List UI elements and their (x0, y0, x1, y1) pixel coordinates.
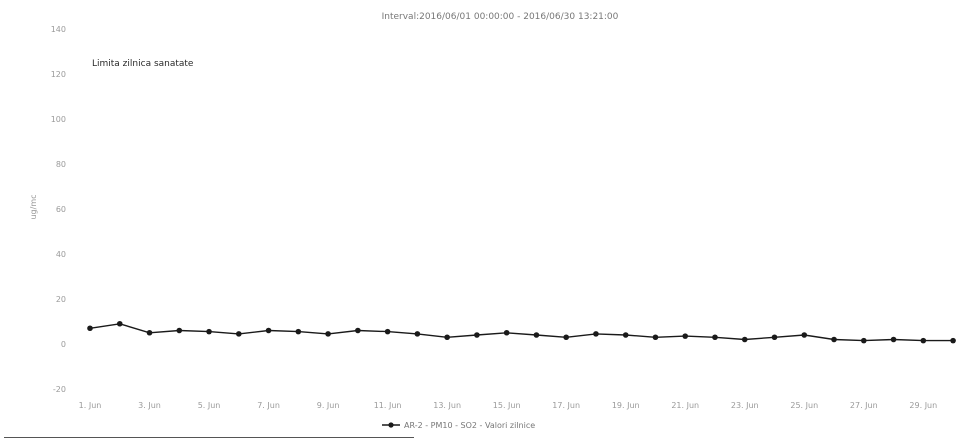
y-tick-label: 100 (51, 115, 66, 124)
x-tick-label: 19. Jun (612, 401, 640, 410)
data-point (831, 336, 837, 343)
data-point (593, 331, 599, 337)
data-point (950, 337, 956, 344)
y-axis-ticks: -20 0 20 40 60 80 100 120 140 (51, 25, 66, 394)
data-point (563, 334, 569, 341)
chart-title: Interval:2016/06/01 00:00:00 - 2016/06/3… (382, 12, 619, 22)
x-tick-label: 5. Jun (198, 401, 221, 410)
x-tick-label: 7. Jun (257, 401, 280, 410)
y-tick-label: 60 (56, 205, 66, 214)
data-point (890, 336, 897, 343)
data-point (741, 336, 748, 343)
x-tick-label: 15. Jun (493, 401, 521, 410)
data-point (801, 332, 808, 338)
data-point (355, 327, 361, 334)
data-point (325, 331, 331, 337)
series-line (89, 323, 954, 342)
x-tick-label: 3. Jun (138, 401, 161, 410)
x-tick-label: 29. Jun (909, 401, 937, 410)
x-tick-label: 1. Jun (79, 401, 102, 410)
data-point (236, 331, 242, 337)
legend-marker (388, 422, 394, 428)
bottom-rule (4, 437, 414, 438)
y-tick-label: 40 (56, 250, 66, 259)
y-tick-label: 20 (56, 295, 66, 304)
data-point (265, 327, 272, 334)
data-point (116, 320, 123, 327)
legend: AR-2 - PM10 - SO2 - Valori zilnice (382, 421, 535, 430)
x-tick-label: 25. Jun (790, 401, 818, 410)
y-tick-label: -20 (53, 385, 66, 394)
x-axis-ticks: 1. Jun 3. Jun 5. Jun 7. Jun 9. Jun 11. Jun 13.… (79, 401, 938, 410)
data-point (87, 325, 93, 332)
data-point (384, 328, 391, 335)
data-point (682, 333, 689, 339)
y-tick-label: 120 (51, 70, 66, 79)
data-point (474, 332, 480, 338)
data-point (503, 329, 510, 336)
legend-label: AR-2 - PM10 - SO2 - Valori zilnice (404, 421, 535, 430)
x-tick-label: 11. Jun (374, 401, 402, 410)
x-tick-label: 21. Jun (671, 401, 699, 410)
data-point (771, 334, 778, 341)
series-group (87, 320, 956, 344)
data-point (860, 337, 867, 344)
data-point (146, 329, 153, 336)
data-point (712, 334, 718, 341)
x-tick-label: 23. Jun (731, 401, 759, 410)
data-point (176, 327, 183, 334)
y-tick-label: 140 (51, 25, 66, 34)
data-point (920, 337, 927, 344)
x-tick-label: 27. Jun (850, 401, 878, 410)
data-point (295, 328, 302, 335)
data-point (533, 332, 540, 338)
y-axis-label: ug/mc (29, 194, 38, 219)
data-point (414, 331, 421, 337)
data-point (206, 328, 212, 335)
x-tick-label: 9. Jun (317, 401, 340, 410)
data-point (652, 334, 659, 341)
y-tick-label: 80 (56, 160, 66, 169)
x-tick-label: 13. Jun (433, 401, 461, 410)
data-point (622, 332, 629, 338)
x-tick-label: 17. Jun (552, 401, 580, 410)
y-tick-label: 0 (61, 340, 66, 349)
data-point (444, 334, 450, 341)
limit-annotation: Limita zilnica sanatate (92, 59, 194, 69)
